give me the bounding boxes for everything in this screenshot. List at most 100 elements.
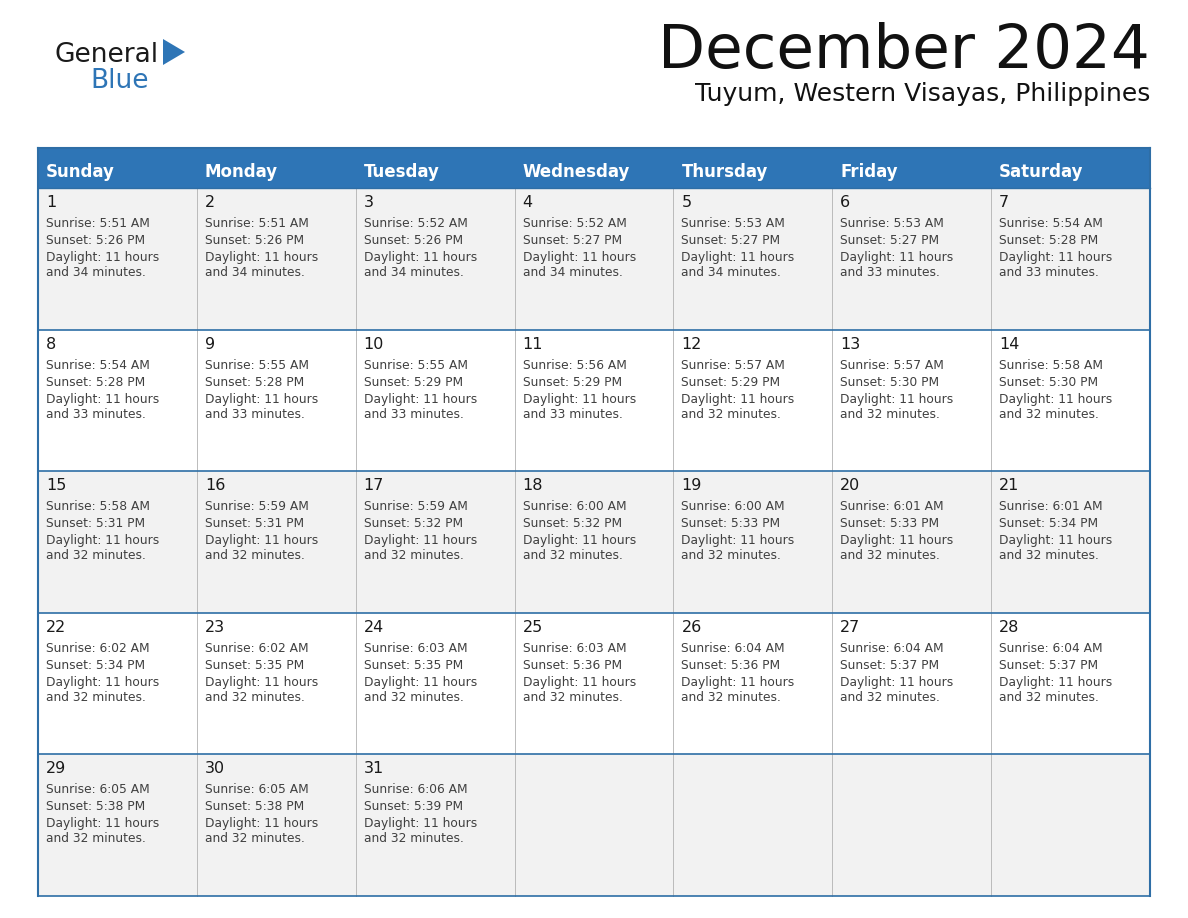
Text: Daylight: 11 hours: Daylight: 11 hours	[682, 534, 795, 547]
Text: Sunrise: 6:01 AM: Sunrise: 6:01 AM	[999, 500, 1102, 513]
Text: Sunrise: 5:54 AM: Sunrise: 5:54 AM	[46, 359, 150, 372]
Text: Sunrise: 5:59 AM: Sunrise: 5:59 AM	[204, 500, 309, 513]
Text: Sunrise: 6:05 AM: Sunrise: 6:05 AM	[46, 783, 150, 797]
Text: Sunrise: 6:04 AM: Sunrise: 6:04 AM	[999, 642, 1102, 655]
Text: Sunrise: 5:53 AM: Sunrise: 5:53 AM	[682, 217, 785, 230]
Text: Blue: Blue	[90, 68, 148, 94]
Text: Sunset: 5:30 PM: Sunset: 5:30 PM	[840, 375, 940, 388]
Text: and 32 minutes.: and 32 minutes.	[999, 408, 1099, 420]
Text: Sunset: 5:26 PM: Sunset: 5:26 PM	[364, 234, 463, 247]
Text: Sunset: 5:28 PM: Sunset: 5:28 PM	[46, 375, 145, 388]
Text: Daylight: 11 hours: Daylight: 11 hours	[204, 393, 318, 406]
Text: Sunset: 5:27 PM: Sunset: 5:27 PM	[840, 234, 940, 247]
Text: 21: 21	[999, 478, 1019, 493]
Text: 5: 5	[682, 195, 691, 210]
Text: and 32 minutes.: and 32 minutes.	[46, 691, 146, 704]
Text: Sunrise: 6:00 AM: Sunrise: 6:00 AM	[682, 500, 785, 513]
Text: Sunrise: 5:51 AM: Sunrise: 5:51 AM	[204, 217, 309, 230]
Text: Sunset: 5:31 PM: Sunset: 5:31 PM	[204, 517, 304, 531]
Text: 24: 24	[364, 620, 384, 635]
Polygon shape	[163, 39, 185, 65]
Text: and 32 minutes.: and 32 minutes.	[840, 549, 940, 562]
Text: and 32 minutes.: and 32 minutes.	[364, 691, 463, 704]
Text: Daylight: 11 hours: Daylight: 11 hours	[682, 393, 795, 406]
Text: Daylight: 11 hours: Daylight: 11 hours	[364, 817, 476, 831]
Text: 6: 6	[840, 195, 851, 210]
Text: and 32 minutes.: and 32 minutes.	[364, 549, 463, 562]
Text: Daylight: 11 hours: Daylight: 11 hours	[682, 251, 795, 264]
Text: Sunrise: 5:53 AM: Sunrise: 5:53 AM	[840, 217, 944, 230]
Text: Daylight: 11 hours: Daylight: 11 hours	[682, 676, 795, 688]
Text: Daylight: 11 hours: Daylight: 11 hours	[364, 676, 476, 688]
Text: Daylight: 11 hours: Daylight: 11 hours	[999, 393, 1112, 406]
Text: and 33 minutes.: and 33 minutes.	[840, 266, 940, 279]
Text: Sunrise: 5:57 AM: Sunrise: 5:57 AM	[682, 359, 785, 372]
Text: Sunset: 5:31 PM: Sunset: 5:31 PM	[46, 517, 145, 531]
Text: Friday: Friday	[840, 163, 898, 181]
Text: Daylight: 11 hours: Daylight: 11 hours	[364, 251, 476, 264]
Text: Sunset: 5:28 PM: Sunset: 5:28 PM	[204, 375, 304, 388]
Text: Sunset: 5:34 PM: Sunset: 5:34 PM	[999, 517, 1098, 531]
Bar	[38, 148, 1150, 188]
Text: Sunrise: 6:04 AM: Sunrise: 6:04 AM	[682, 642, 785, 655]
Text: Sunset: 5:29 PM: Sunset: 5:29 PM	[523, 375, 621, 388]
Text: Tuyum, Western Visayas, Philippines: Tuyum, Western Visayas, Philippines	[695, 82, 1150, 106]
Text: Daylight: 11 hours: Daylight: 11 hours	[46, 251, 159, 264]
Text: Sunrise: 6:01 AM: Sunrise: 6:01 AM	[840, 500, 944, 513]
Text: Sunset: 5:32 PM: Sunset: 5:32 PM	[523, 517, 621, 531]
Text: Daylight: 11 hours: Daylight: 11 hours	[46, 676, 159, 688]
Text: Sunset: 5:27 PM: Sunset: 5:27 PM	[682, 234, 781, 247]
Text: 30: 30	[204, 761, 225, 777]
Text: Sunset: 5:26 PM: Sunset: 5:26 PM	[46, 234, 145, 247]
Text: 9: 9	[204, 337, 215, 352]
Text: 15: 15	[46, 478, 67, 493]
Text: Sunrise: 6:03 AM: Sunrise: 6:03 AM	[523, 642, 626, 655]
Text: Sunrise: 5:51 AM: Sunrise: 5:51 AM	[46, 217, 150, 230]
Text: 25: 25	[523, 620, 543, 635]
Text: Daylight: 11 hours: Daylight: 11 hours	[840, 676, 954, 688]
Text: Daylight: 11 hours: Daylight: 11 hours	[364, 534, 476, 547]
Text: and 32 minutes.: and 32 minutes.	[999, 549, 1099, 562]
Text: Sunrise: 6:02 AM: Sunrise: 6:02 AM	[204, 642, 309, 655]
Text: General: General	[55, 42, 159, 68]
Text: Daylight: 11 hours: Daylight: 11 hours	[840, 393, 954, 406]
Text: Daylight: 11 hours: Daylight: 11 hours	[204, 817, 318, 831]
Text: Sunset: 5:33 PM: Sunset: 5:33 PM	[682, 517, 781, 531]
Text: Daylight: 11 hours: Daylight: 11 hours	[364, 393, 476, 406]
Text: 16: 16	[204, 478, 226, 493]
Text: Sunset: 5:29 PM: Sunset: 5:29 PM	[364, 375, 463, 388]
Text: Daylight: 11 hours: Daylight: 11 hours	[999, 251, 1112, 264]
Text: Sunset: 5:38 PM: Sunset: 5:38 PM	[204, 800, 304, 813]
Text: 27: 27	[840, 620, 860, 635]
Text: Daylight: 11 hours: Daylight: 11 hours	[523, 676, 636, 688]
Text: Daylight: 11 hours: Daylight: 11 hours	[46, 534, 159, 547]
Text: Sunrise: 6:06 AM: Sunrise: 6:06 AM	[364, 783, 467, 797]
Text: and 34 minutes.: and 34 minutes.	[46, 266, 146, 279]
Text: and 32 minutes.: and 32 minutes.	[46, 549, 146, 562]
Text: Daylight: 11 hours: Daylight: 11 hours	[523, 534, 636, 547]
Text: Sunrise: 5:58 AM: Sunrise: 5:58 AM	[46, 500, 150, 513]
Text: Sunrise: 6:04 AM: Sunrise: 6:04 AM	[840, 642, 944, 655]
Text: Daylight: 11 hours: Daylight: 11 hours	[840, 251, 954, 264]
Bar	[38, 755, 1150, 896]
Text: Sunrise: 5:58 AM: Sunrise: 5:58 AM	[999, 359, 1104, 372]
Text: and 34 minutes.: and 34 minutes.	[364, 266, 463, 279]
Text: Sunset: 5:29 PM: Sunset: 5:29 PM	[682, 375, 781, 388]
Text: and 34 minutes.: and 34 minutes.	[523, 266, 623, 279]
Text: Sunset: 5:35 PM: Sunset: 5:35 PM	[204, 659, 304, 672]
Text: Sunset: 5:37 PM: Sunset: 5:37 PM	[840, 659, 940, 672]
Text: Sunrise: 6:05 AM: Sunrise: 6:05 AM	[204, 783, 309, 797]
Text: and 34 minutes.: and 34 minutes.	[682, 266, 782, 279]
Bar	[38, 330, 1150, 471]
Text: Sunrise: 5:54 AM: Sunrise: 5:54 AM	[999, 217, 1102, 230]
Text: 8: 8	[46, 337, 56, 352]
Text: Sunset: 5:28 PM: Sunset: 5:28 PM	[999, 234, 1099, 247]
Text: Saturday: Saturday	[999, 163, 1083, 181]
Text: 28: 28	[999, 620, 1019, 635]
Text: Thursday: Thursday	[682, 163, 767, 181]
Text: and 32 minutes.: and 32 minutes.	[523, 691, 623, 704]
Text: Sunset: 5:37 PM: Sunset: 5:37 PM	[999, 659, 1098, 672]
Text: Sunrise: 5:52 AM: Sunrise: 5:52 AM	[364, 217, 468, 230]
Text: and 32 minutes.: and 32 minutes.	[682, 408, 782, 420]
Text: Sunrise: 5:56 AM: Sunrise: 5:56 AM	[523, 359, 626, 372]
